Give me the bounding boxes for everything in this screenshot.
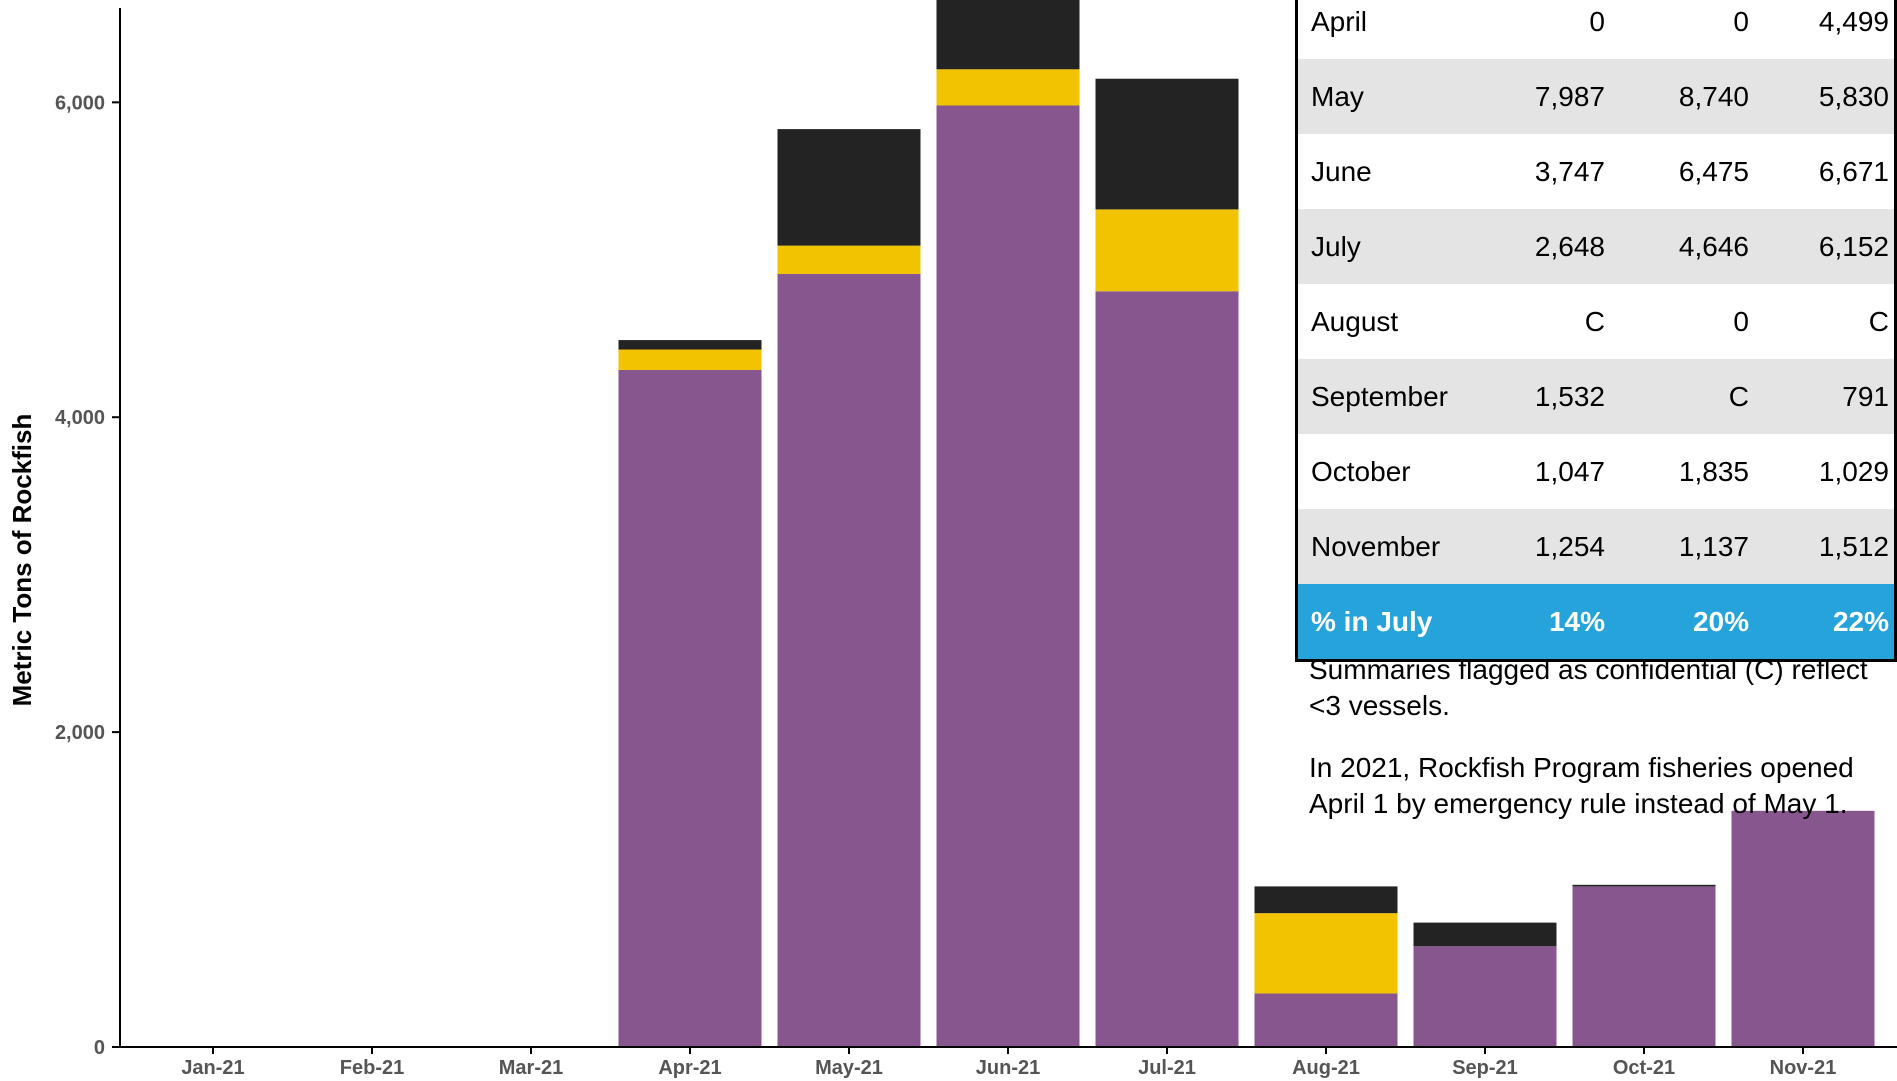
bars-group xyxy=(618,0,1875,1047)
bar-segment-jun-21-s1 xyxy=(936,105,1080,1047)
value-cell: C xyxy=(1868,305,1889,337)
value-cell: 1,137 xyxy=(1678,530,1749,562)
y-tick-label: 2,000 xyxy=(55,722,105,744)
table-row: June 3,747 6,475 6,671 xyxy=(1298,134,1894,209)
x-ticks-group: Jan-21 Feb-21 Mar-21 Apr-21 May-21 Jun-21 Jul-… xyxy=(181,1047,1836,1079)
bar-segment-apr-21-s3 xyxy=(618,340,762,350)
value-cell: 1,512 xyxy=(1818,530,1889,562)
month-cell: November xyxy=(1311,530,1441,562)
table-row: September 1,532 C 791 xyxy=(1298,359,1894,434)
value-cell: 4,646 xyxy=(1678,230,1749,262)
value-cell: 791 xyxy=(1842,380,1889,412)
month-cell: April xyxy=(1311,5,1368,37)
x-tick-label: Feb-21 xyxy=(340,1057,404,1079)
value-cell: 7,987 xyxy=(1534,80,1605,112)
bar-segment-oct-21-s3 xyxy=(1572,884,1716,887)
bar-segment-nov-21-s1 xyxy=(1731,810,1875,1047)
x-tick-label: Nov-21 xyxy=(1770,1057,1837,1079)
value-cell: 1,047 xyxy=(1534,455,1605,487)
bar-segment-oct-21-s1 xyxy=(1572,886,1716,1047)
value-cell: 6,152 xyxy=(1818,230,1889,262)
x-tick-label: Mar-21 xyxy=(499,1057,563,1079)
value-cell: 6,671 xyxy=(1818,155,1889,187)
value-cell: 0 xyxy=(1733,5,1749,37)
value-cell: 1,835 xyxy=(1678,455,1749,487)
value-cell: 4,499 xyxy=(1818,5,1889,37)
x-tick-label: Oct-21 xyxy=(1613,1057,1675,1079)
x-tick-label: Jan-21 xyxy=(181,1057,244,1079)
landings-table: April 0 0 4,499 May 7,987 8,740 5,830 Ju… xyxy=(1295,0,1897,662)
month-cell: May xyxy=(1311,80,1364,112)
table-total-row: % in July 14% 20% 22% xyxy=(1298,584,1894,659)
value-cell: 1,029 xyxy=(1818,455,1889,487)
bar-segment-aug-21-s3 xyxy=(1254,886,1398,914)
value-cell: 8,740 xyxy=(1678,80,1749,112)
bar-segment-may-21-s2 xyxy=(777,245,921,274)
table-row: November 1,254 1,137 1,512 xyxy=(1298,509,1894,584)
month-cell: August xyxy=(1311,305,1399,337)
y-tick-label: 4,000 xyxy=(55,407,105,429)
bar-segment-jun-21-s3 xyxy=(936,0,1080,70)
bar-segment-jun-21-s2 xyxy=(936,69,1080,106)
value-cell: C xyxy=(1584,305,1605,337)
bar-segment-aug-21-s1 xyxy=(1254,993,1398,1047)
value-cell: 1,532 xyxy=(1534,380,1605,412)
month-cell: October xyxy=(1311,455,1411,487)
month-cell: September xyxy=(1311,380,1448,412)
value-cell: C xyxy=(1728,380,1749,412)
value-cell: 6,475 xyxy=(1678,155,1749,187)
y-ticks-group: 0 2,000 4,000 6,000 xyxy=(55,92,120,1059)
emergency-rule-note: In 2021, Rockfish Program fisheries open… xyxy=(1309,752,1854,819)
x-tick-label: Sep-21 xyxy=(1452,1057,1518,1079)
bar-segment-may-21-s3 xyxy=(777,129,921,246)
bar-segment-sep-21-s1 xyxy=(1413,946,1557,1047)
bar-segment-jul-21-s2 xyxy=(1095,209,1239,292)
y-axis-title: Metric Tons of Rockfish xyxy=(7,414,37,707)
month-cell: June xyxy=(1311,155,1372,187)
bar-segment-jul-21-s1 xyxy=(1095,291,1239,1047)
total-value: 22% xyxy=(1832,605,1889,637)
table-row: May 7,987 8,740 5,830 xyxy=(1298,59,1894,134)
bar-segment-may-21-s1 xyxy=(777,273,921,1047)
value-cell: 0 xyxy=(1589,5,1605,37)
confidential-note: Summaries flagged as confidential (C) re… xyxy=(1309,654,1868,721)
value-cell: 1,254 xyxy=(1534,530,1605,562)
table-row: October 1,047 1,835 1,029 xyxy=(1298,434,1894,509)
table-row: July 2,648 4,646 6,152 xyxy=(1298,209,1894,284)
x-tick-label: May-21 xyxy=(815,1057,883,1079)
x-tick-label: Aug-21 xyxy=(1292,1057,1360,1079)
value-cell: 0 xyxy=(1733,305,1749,337)
bar-segment-aug-21-s2 xyxy=(1254,913,1398,994)
month-cell: July xyxy=(1311,230,1361,262)
bar-segment-apr-21-s2 xyxy=(618,349,762,370)
x-tick-label: Jul-21 xyxy=(1138,1057,1196,1079)
total-value: 14% xyxy=(1548,605,1605,637)
y-tick-label: 6,000 xyxy=(55,92,105,114)
total-label: % in July xyxy=(1311,605,1433,637)
value-cell: 2,648 xyxy=(1534,230,1605,262)
value-cell: 5,830 xyxy=(1818,80,1889,112)
bar-segment-jul-21-s3 xyxy=(1095,78,1239,210)
table-row: August C 0 C xyxy=(1298,284,1894,359)
value-cell: 3,747 xyxy=(1534,155,1605,187)
total-value: 20% xyxy=(1692,605,1749,637)
y-tick-label: 0 xyxy=(94,1037,105,1059)
bar-segment-apr-21-s1 xyxy=(618,369,762,1047)
x-tick-label: Jun-21 xyxy=(976,1057,1040,1079)
bar-segment-sep-21-s3 xyxy=(1413,922,1557,947)
table-row: April 0 0 4,499 xyxy=(1298,0,1894,59)
x-tick-label: Apr-21 xyxy=(658,1057,721,1079)
